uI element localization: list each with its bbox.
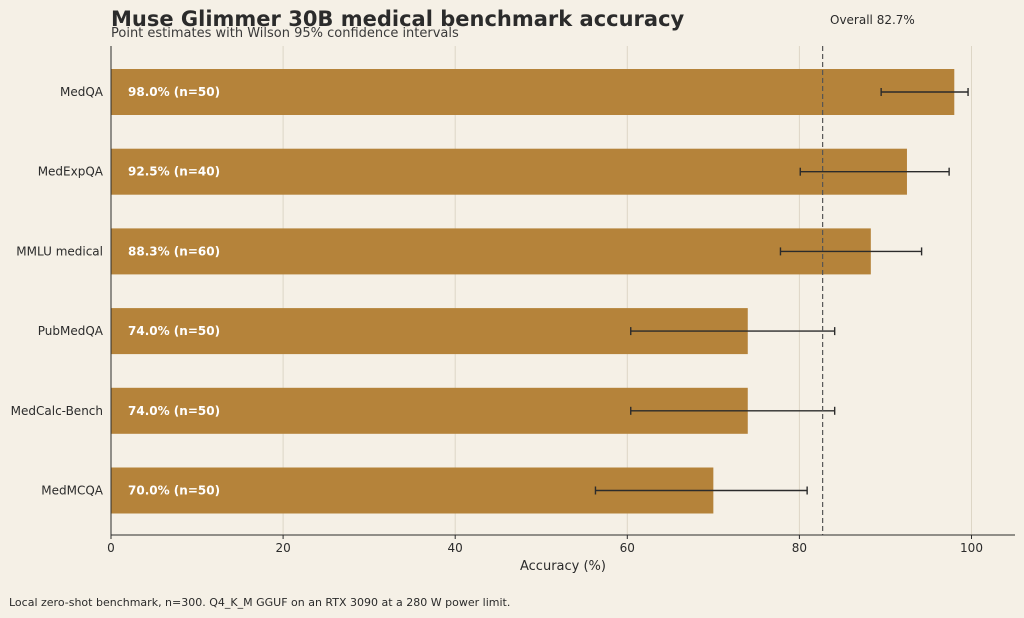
bar-value-label: 74.0% (n=50): [128, 324, 220, 338]
x-tick-label: 60: [620, 541, 635, 555]
x-tick-label: 100: [960, 541, 983, 555]
bars: 98.0% (n=50) 92.5% (n=40) 88.3% (n=60) 74.0…: [111, 69, 955, 514]
category-label: MedCalc-Bench: [11, 404, 103, 418]
bar-value-label: 74.0% (n=50): [128, 404, 220, 418]
x-tick-label: 80: [792, 541, 807, 555]
chart-subtitle: Point estimates with Wilson 95% confiden…: [111, 26, 459, 41]
bar: [111, 69, 955, 115]
category-label: MedQA: [60, 85, 104, 99]
x-tick-label: 20: [275, 541, 290, 555]
bar-value-label: 92.5% (n=40): [128, 165, 220, 179]
reference-line-label: Overall 82.7%: [830, 13, 915, 27]
category-label: MMLU medical: [16, 244, 103, 258]
x-tick-label: 0: [107, 541, 115, 555]
category-label: MedMCQA: [41, 484, 104, 498]
x-axis-title: Accuracy (%): [520, 559, 606, 574]
category-label: PubMedQA: [38, 324, 104, 338]
error-bars: [594, 88, 969, 495]
bar: [111, 148, 907, 195]
bar-value-label: 70.0% (n=50): [128, 484, 220, 498]
axes: MedQA MedExpQA MMLU medical PubMedQA MedCalc…: [11, 46, 1015, 555]
chart-title: Muse Glimmer 30B medical benchmark accur…: [111, 7, 685, 31]
bar-value-label: 98.0% (n=50): [128, 85, 220, 99]
bar-value-label: 88.3% (n=60): [128, 244, 220, 258]
grid: [282, 46, 972, 535]
category-label: MedExpQA: [38, 165, 104, 179]
footnote: Local zero-shot benchmark, n=300. Q4_K_M…: [9, 596, 511, 609]
bar: [111, 228, 871, 275]
x-tick-label: 40: [448, 541, 463, 555]
reference-line-group: Overall 82.7%: [822, 13, 915, 535]
